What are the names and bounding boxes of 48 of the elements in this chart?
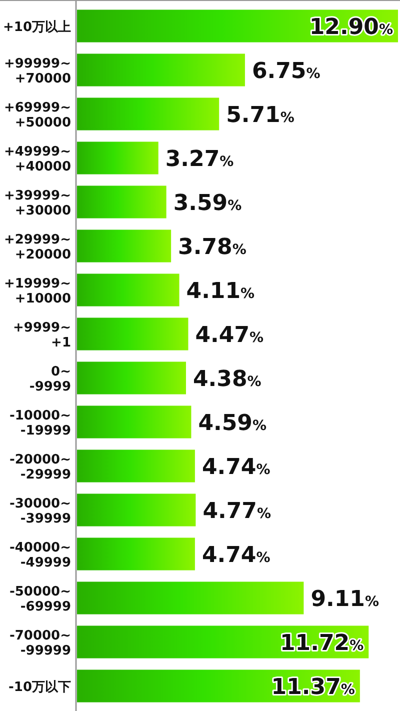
- data-label: 4.74%: [202, 455, 270, 480]
- y-tick-label: +69999~ +50000: [4, 100, 71, 130]
- data-label: 3.27%: [165, 147, 234, 172]
- y-tick-label: -50000~ -69999: [9, 584, 71, 614]
- bar: [77, 538, 195, 570]
- y-tick-label: +19999~ +10000: [4, 276, 71, 306]
- y-tick-label: -10万以下: [8, 680, 71, 695]
- bar: [77, 670, 360, 702]
- bar: [77, 274, 180, 306]
- bar: [77, 626, 369, 658]
- y-tick-label: -70000~ -99999: [9, 628, 71, 658]
- bar: [77, 98, 220, 130]
- y-tick-label: +29999~ +20000: [4, 232, 71, 262]
- y-tick-label: +99999~ +70000: [4, 56, 71, 86]
- y-tick-label: -30000~ -39999: [9, 496, 71, 526]
- data-label: 4.59%: [198, 411, 267, 436]
- bar: [77, 10, 398, 42]
- data-label: 3.78%: [178, 235, 246, 260]
- bar: [77, 406, 192, 438]
- bar: [77, 450, 195, 482]
- y-tick-label: -20000~ -29999: [9, 452, 71, 482]
- bar: [77, 54, 245, 86]
- data-label: 12.90%: [309, 15, 393, 40]
- y-tick-label: -10000~ -19999: [9, 408, 71, 438]
- data-label: 11.72%: [280, 631, 364, 656]
- bar: [77, 230, 172, 262]
- data-label: 11.37%: [271, 675, 355, 700]
- bar: [77, 494, 196, 526]
- y-tick-label: -40000~ -49999: [9, 540, 71, 570]
- data-label: 9.11%: [310, 587, 380, 612]
- bar: [77, 582, 304, 614]
- bar: [77, 142, 158, 174]
- data-label: 4.11%: [186, 279, 255, 304]
- data-label: 4.74%: [202, 543, 270, 568]
- bar: [77, 362, 186, 394]
- data-label: 4.77%: [202, 499, 272, 524]
- y-tick-label: +9999~ +1: [13, 320, 71, 350]
- bar: [77, 186, 166, 218]
- bar: [77, 318, 188, 350]
- data-label: 4.38%: [192, 367, 262, 392]
- y-tick-label: 0~ -9999: [29, 364, 71, 394]
- data-label: 3.59%: [173, 191, 242, 216]
- y-tick-label: +10万以上: [3, 20, 71, 35]
- data-label: 4.47%: [195, 323, 264, 348]
- y-tick-label: +49999~ +40000: [4, 144, 71, 174]
- data-label: 5.71%: [226, 103, 294, 128]
- data-label: 6.75%: [252, 59, 320, 84]
- y-tick-label: +39999~ +30000: [4, 188, 71, 218]
